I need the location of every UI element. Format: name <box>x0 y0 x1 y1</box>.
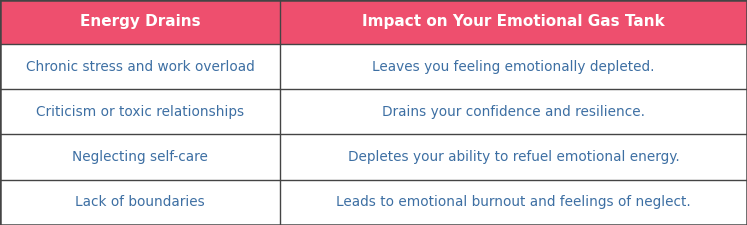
Text: Chronic stress and work overload: Chronic stress and work overload <box>25 60 255 74</box>
Bar <box>280 180 747 225</box>
Bar <box>0 134 280 180</box>
Text: Leads to emotional burnout and feelings of neglect.: Leads to emotional burnout and feelings … <box>336 195 691 209</box>
Text: Leaves you feeling emotionally depleted.: Leaves you feeling emotionally depleted. <box>372 60 655 74</box>
Text: Criticism or toxic relationships: Criticism or toxic relationships <box>36 105 244 119</box>
Text: Drains your confidence and resilience.: Drains your confidence and resilience. <box>382 105 645 119</box>
Bar <box>0 0 280 44</box>
Bar <box>0 180 280 225</box>
Text: Impact on Your Emotional Gas Tank: Impact on Your Emotional Gas Tank <box>362 14 665 29</box>
Bar <box>0 89 280 134</box>
Bar <box>280 0 747 44</box>
Bar <box>280 44 747 89</box>
Bar <box>0 44 280 89</box>
Text: Depletes your ability to refuel emotional energy.: Depletes your ability to refuel emotiona… <box>347 150 680 164</box>
Bar <box>280 89 747 134</box>
Text: Energy Drains: Energy Drains <box>80 14 200 29</box>
Text: Lack of boundaries: Lack of boundaries <box>75 195 205 209</box>
Bar <box>280 134 747 180</box>
Text: Neglecting self-care: Neglecting self-care <box>72 150 208 164</box>
